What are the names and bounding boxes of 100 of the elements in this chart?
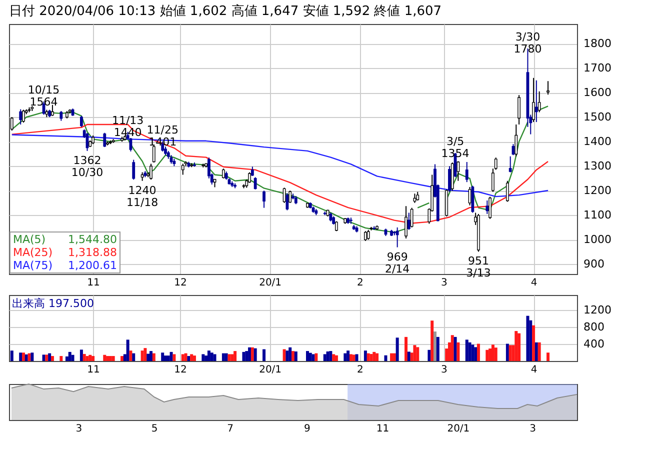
bar — [166, 356, 170, 361]
y-tick-label: 1300 — [584, 160, 612, 173]
bar — [129, 350, 132, 361]
annotation: 3/5 1354 — [441, 134, 470, 160]
bar — [334, 355, 338, 361]
bar — [352, 354, 356, 361]
x-tick-label: 3 — [441, 278, 448, 288]
bar — [538, 342, 541, 361]
bar — [144, 348, 147, 361]
bar — [506, 344, 509, 361]
candlestick — [506, 180, 509, 202]
bar — [207, 350, 210, 361]
bar — [92, 356, 95, 361]
bar — [192, 356, 196, 361]
x-tick-label: 12 — [174, 278, 187, 288]
bar — [514, 331, 518, 361]
x-tick-label: 3 — [530, 424, 536, 434]
bar — [396, 338, 399, 361]
bar — [392, 353, 396, 361]
candlestick — [51, 104, 54, 116]
bar — [71, 354, 74, 361]
candlestick — [486, 200, 489, 214]
candlestick — [22, 109, 25, 124]
annotation: 1240 11/18 — [126, 184, 158, 209]
bar — [222, 353, 225, 361]
bar — [234, 351, 237, 361]
candlestick — [488, 196, 492, 220]
bar — [288, 347, 292, 361]
bar — [150, 351, 152, 361]
bar — [245, 351, 248, 361]
bar — [161, 352, 164, 361]
bar — [112, 356, 115, 361]
text: MA(25) 1,318.88 — [13, 246, 117, 259]
bar — [376, 353, 379, 361]
y-tick-label: 800 — [584, 320, 604, 334]
bar — [86, 356, 89, 361]
bar — [30, 352, 34, 361]
candlestick — [448, 166, 451, 192]
bar — [344, 353, 347, 361]
candlestick — [60, 110, 63, 122]
bar — [228, 354, 231, 361]
bar — [68, 352, 72, 361]
bar — [465, 340, 468, 361]
y-tick-label: 1500 — [584, 110, 612, 124]
candlestick — [465, 161, 468, 183]
bar — [248, 347, 252, 361]
bar — [103, 354, 106, 361]
candlestick — [532, 77, 535, 123]
bar — [416, 347, 420, 361]
candlestick — [150, 163, 152, 180]
bar — [404, 336, 408, 361]
candlestick — [132, 159, 136, 180]
chart-title: 出来高 197.500 — [12, 297, 94, 310]
bar — [471, 344, 474, 361]
bar — [314, 353, 318, 361]
bar — [390, 353, 394, 361]
bar — [430, 320, 434, 361]
bar — [329, 351, 332, 361]
bar — [146, 354, 150, 361]
bar — [323, 354, 326, 361]
bar — [308, 352, 312, 361]
candlestick — [19, 108, 22, 125]
candlestick — [494, 157, 498, 170]
candlestick — [282, 187, 286, 204]
bar — [364, 350, 367, 361]
candlestick — [222, 168, 225, 179]
bar — [436, 336, 440, 361]
text: MA(5) 1,544.80 — [13, 233, 117, 246]
bar — [456, 342, 460, 361]
candlestick — [262, 190, 266, 208]
bar — [529, 320, 532, 361]
bar — [65, 356, 68, 361]
bar — [213, 354, 216, 361]
bar — [474, 347, 478, 361]
bar — [250, 347, 254, 361]
bar — [80, 350, 83, 361]
y-tick-label: 400 — [584, 337, 604, 350]
x-tick-label: 11 — [376, 424, 390, 434]
candlestick — [404, 206, 408, 239]
candlestick — [254, 176, 257, 190]
candlestick — [248, 172, 251, 184]
x-tick-label: 20/1 — [447, 424, 470, 434]
candlestick — [508, 156, 512, 173]
bar — [332, 354, 336, 361]
bar — [88, 354, 92, 361]
y-tick-label: 1600 — [584, 86, 612, 100]
bar — [526, 316, 530, 361]
y-tick-label: 900 — [584, 258, 604, 271]
candlestick — [546, 80, 550, 96]
bar — [372, 352, 376, 361]
x-tick-label: 2 — [356, 278, 364, 288]
bar — [384, 355, 388, 361]
bar — [120, 356, 124, 361]
bar — [434, 331, 436, 361]
bar — [172, 354, 176, 361]
bar — [413, 345, 416, 361]
bar — [534, 342, 538, 361]
bar — [181, 354, 184, 361]
x-tick-label: 4 — [530, 278, 538, 288]
line-series — [11, 124, 549, 224]
